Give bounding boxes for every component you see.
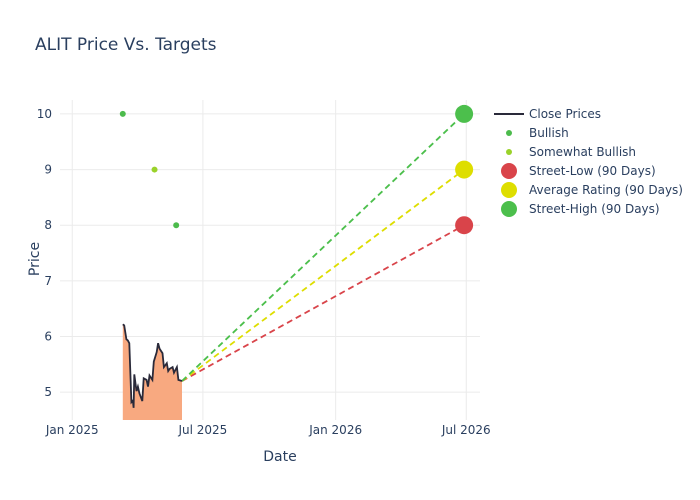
y-tick-label: 6: [44, 330, 52, 344]
axis-ticks: 5 6 7 8 9 10 Jan 2025 Jul 2025 Jan 2026 Jul 2026: [37, 107, 491, 437]
legend-label[interactable]: Somewhat Bullish: [529, 145, 636, 159]
x-tick-label: Jul 2025: [177, 423, 227, 437]
rating-point: [173, 222, 180, 229]
legend-label[interactable]: Street-High (90 Days): [529, 202, 660, 216]
close-price-fill: [122, 324, 182, 420]
legend-label[interactable]: Bullish: [529, 126, 569, 140]
target-point: [455, 216, 474, 235]
x-tick-label: Jul 2026: [441, 423, 491, 437]
legend-label[interactable]: Average Rating (90 Days): [529, 183, 683, 197]
y-tick-label: 10: [37, 107, 52, 121]
x-axis-title: Date: [263, 449, 296, 465]
legend-symbol: [501, 182, 517, 198]
projection-line: [181, 113, 465, 382]
x-tick-label: Jan 2026: [308, 423, 362, 437]
price-area: [122, 324, 182, 420]
y-tick-label: 5: [44, 385, 52, 399]
y-tick-label: 7: [44, 274, 52, 288]
target-point: [455, 160, 474, 179]
legend-symbol: [501, 163, 517, 179]
legend-label[interactable]: Close Prices: [529, 107, 601, 121]
rating-point: [151, 166, 158, 173]
y-tick-label: 8: [44, 218, 52, 232]
close-price-path: [122, 323, 183, 408]
legend-symbol: [506, 130, 512, 136]
close-price-line: [122, 323, 183, 408]
y-axis-title: Price: [27, 242, 43, 276]
legend[interactable]: Close Prices Bullish Somewhat Bullish Stree…: [494, 107, 683, 217]
legend-symbol: [501, 201, 517, 217]
projection-line: [181, 224, 465, 382]
y-tick-label: 9: [44, 163, 52, 177]
grid: [60, 100, 480, 420]
markers: [119, 104, 474, 235]
legend-label[interactable]: Street-Low (90 Days): [529, 164, 656, 178]
target-point: [455, 104, 474, 123]
legend-symbol: [506, 149, 512, 155]
x-tick-label: Jan 2025: [45, 423, 99, 437]
target-projections: [181, 113, 465, 382]
projection-line: [181, 168, 465, 382]
rating-point: [119, 110, 126, 117]
chart-title: ALIT Price Vs. Targets: [35, 35, 217, 55]
